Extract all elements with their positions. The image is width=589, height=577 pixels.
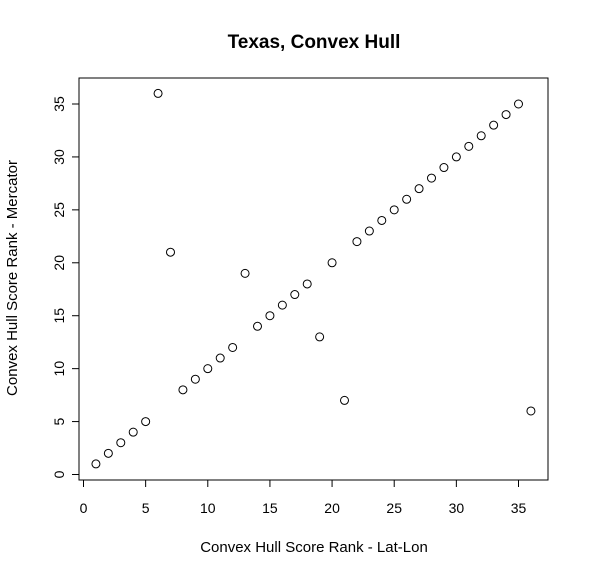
data-point bbox=[315, 332, 325, 342]
data-point bbox=[501, 110, 511, 120]
data-point bbox=[526, 406, 536, 416]
data-point bbox=[377, 215, 387, 225]
x-axis: 0 5 10 15 20 25 30 35 bbox=[80, 479, 527, 516]
data-point bbox=[190, 374, 200, 384]
data-points bbox=[91, 88, 536, 469]
x-tick-label: 0 bbox=[80, 500, 88, 516]
data-point bbox=[103, 448, 113, 458]
data-point bbox=[228, 342, 238, 352]
x-axis-label: Convex Hull Score Rank - Lat-Lon bbox=[200, 539, 428, 556]
data-point bbox=[340, 395, 349, 405]
x-tick-label: 5 bbox=[142, 500, 150, 516]
y-axis: 0 5 10 15 20 25 30 35 bbox=[51, 96, 80, 478]
data-point bbox=[514, 99, 523, 109]
y-axis-label: Convex Hull Score Rank - Mercator bbox=[4, 160, 21, 396]
data-point bbox=[178, 385, 188, 395]
data-point bbox=[141, 417, 151, 427]
y-tick-label: 25 bbox=[51, 202, 67, 218]
data-point bbox=[489, 120, 499, 130]
data-point bbox=[451, 152, 461, 162]
x-tick-label: 20 bbox=[324, 500, 340, 516]
data-point bbox=[116, 438, 126, 448]
data-point bbox=[352, 237, 362, 247]
data-point bbox=[253, 321, 262, 331]
data-point bbox=[153, 88, 163, 98]
y-tick-label: 20 bbox=[51, 255, 67, 271]
y-tick-label: 30 bbox=[51, 149, 67, 165]
data-point bbox=[414, 184, 424, 194]
data-point bbox=[265, 311, 275, 321]
data-point bbox=[203, 364, 213, 374]
y-tick-label: 35 bbox=[51, 96, 67, 112]
data-point bbox=[166, 247, 175, 257]
x-tick-label: 15 bbox=[262, 500, 278, 516]
chart-title: Texas, Convex Hull bbox=[228, 32, 401, 53]
data-point bbox=[91, 459, 101, 469]
data-point bbox=[439, 163, 449, 173]
x-tick-label: 25 bbox=[386, 500, 402, 516]
data-point bbox=[389, 205, 399, 215]
data-point bbox=[128, 427, 138, 437]
y-tick-label: 0 bbox=[51, 470, 67, 478]
x-tick-label: 30 bbox=[449, 500, 465, 516]
y-tick-label: 10 bbox=[51, 361, 67, 377]
x-tick-label: 10 bbox=[200, 500, 216, 516]
data-point bbox=[427, 173, 436, 183]
data-point bbox=[215, 353, 225, 363]
data-point bbox=[302, 279, 312, 289]
data-point bbox=[476, 131, 486, 141]
data-point bbox=[402, 194, 412, 204]
data-point bbox=[290, 290, 300, 300]
data-point bbox=[277, 300, 287, 310]
x-tick-label: 35 bbox=[511, 500, 527, 516]
data-point bbox=[464, 141, 474, 151]
y-tick-label: 15 bbox=[51, 308, 67, 324]
y-tick-label: 5 bbox=[51, 417, 67, 425]
data-point bbox=[364, 226, 374, 236]
data-point bbox=[240, 268, 250, 278]
data-point bbox=[327, 258, 337, 268]
